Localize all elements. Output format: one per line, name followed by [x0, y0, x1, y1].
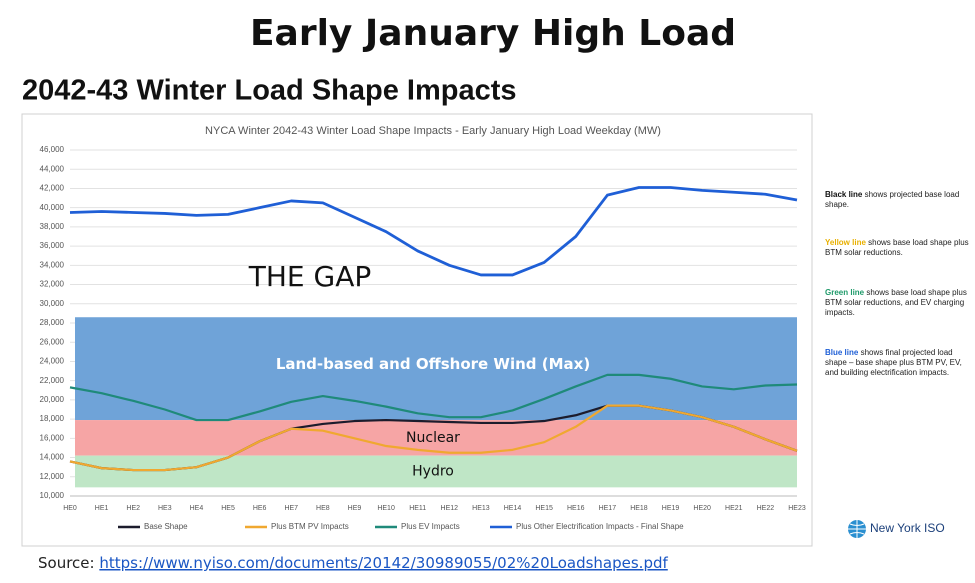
y-tick-label: 40,000 — [40, 203, 65, 212]
x-tick-label: HE12 — [441, 505, 459, 512]
y-tick-label: 46,000 — [40, 145, 65, 154]
y-tick-label: 18,000 — [40, 414, 65, 423]
band — [75, 455, 797, 488]
x-tick-label: HE11 — [409, 505, 426, 512]
note: Green line shows base load shape plus BT… — [825, 288, 973, 318]
y-tick-label: 26,000 — [40, 337, 65, 346]
note-keyword: Blue line — [825, 348, 859, 357]
note-keyword: Green line — [825, 288, 865, 297]
y-tick-label: 24,000 — [40, 357, 65, 366]
y-tick-label: 34,000 — [40, 260, 65, 269]
slide-title: Early January High Load — [250, 13, 736, 54]
x-tick-label: HE1 — [95, 505, 109, 512]
y-tick-label: 16,000 — [40, 433, 65, 442]
y-tick-label: 30,000 — [40, 299, 65, 308]
note-text: shows final projected load shape – base … — [825, 348, 962, 377]
y-tick-label: 10,000 — [40, 491, 65, 500]
x-tick-label: HE5 — [221, 505, 235, 512]
x-tick-label: HE20 — [693, 505, 711, 512]
x-tick-label: HE16 — [567, 505, 585, 512]
annotation: THE GAP — [248, 260, 372, 293]
note-keyword: Black line — [825, 190, 863, 199]
note-text: shows projected base load shape. — [825, 190, 960, 209]
x-tick-label: HE9 — [348, 505, 362, 512]
y-tick-label: 38,000 — [40, 222, 65, 231]
slide-subtitle: 2042-43 Winter Load Shape Impacts — [22, 75, 517, 107]
y-tick-label: 42,000 — [40, 184, 65, 193]
band-label: Nuclear — [406, 430, 460, 446]
note: Yellow line shows base load shape plus B… — [825, 238, 973, 258]
x-tick-label: HE21 — [725, 505, 743, 512]
x-tick-label: HE15 — [535, 505, 553, 512]
x-tick-label: HE6 — [253, 505, 267, 512]
x-tick-label: HE10 — [377, 505, 395, 512]
x-tick-label: HE23 — [788, 505, 806, 512]
x-tick-label: HE0 — [63, 505, 77, 512]
series-line — [69, 186, 798, 277]
note-keyword: Yellow line — [825, 238, 866, 247]
series-line — [69, 404, 798, 472]
legend-label: Plus Other Electrification Impacts - Fin… — [516, 522, 684, 531]
logo-text: New York ISO — [870, 521, 945, 535]
band-label: Hydro — [412, 463, 454, 479]
x-tick-label: HE14 — [504, 505, 522, 512]
x-tick-label: HE8 — [316, 505, 330, 512]
note: Black line shows projected base load sha… — [825, 190, 973, 210]
y-tick-label: 22,000 — [40, 376, 65, 385]
chart-title: NYCA Winter 2042-43 Winter Load Shape Im… — [205, 125, 661, 137]
legend-label: Base Shape — [144, 522, 188, 531]
plot: 10,000 12,000 14,000 16,000 18,000 20,000 22,0… — [40, 145, 806, 531]
y-tick-label: 32,000 — [40, 280, 65, 289]
note-text: shows base load shape plus BTM solar red… — [825, 288, 967, 317]
x-tick-label: HE19 — [662, 505, 680, 512]
band — [75, 317, 797, 421]
x-tick-label: HE3 — [158, 505, 172, 512]
source-label: Source: — [38, 554, 95, 572]
series-line — [69, 373, 798, 422]
y-tick-label: 20,000 — [40, 395, 65, 404]
logo: New York ISO — [848, 520, 945, 538]
band — [75, 420, 797, 456]
legend-label: Plus BTM PV Impacts — [271, 522, 349, 531]
y-tick-label: 14,000 — [40, 453, 65, 462]
band-label: Land-based and Offshore Wind (Max) — [276, 355, 590, 373]
x-tick-label: HE7 — [284, 505, 298, 512]
x-tick-label: HE4 — [190, 505, 204, 512]
logo-globe-lines — [848, 520, 866, 538]
y-tick-label: 44,000 — [40, 164, 65, 173]
y-tick-label: 12,000 — [40, 472, 65, 481]
x-tick-label: HE22 — [757, 505, 775, 512]
note-text: shows base load shape plus BTM solar red… — [825, 238, 969, 257]
note: Blue line shows final projected load sha… — [825, 348, 973, 378]
y-tick-label: 28,000 — [40, 318, 65, 327]
y-tick-label: 36,000 — [40, 241, 65, 250]
legend-label: Plus EV Impacts — [401, 522, 460, 531]
source: Source: https://www.nyiso.com/documents/… — [38, 554, 668, 572]
x-tick-label: HE2 — [126, 505, 140, 512]
source-link[interactable]: https://www.nyiso.com/documents/20142/30… — [99, 554, 668, 572]
x-tick-label: HE17 — [599, 505, 617, 512]
x-tick-label: HE18 — [630, 505, 648, 512]
x-tick-label: HE13 — [472, 505, 490, 512]
